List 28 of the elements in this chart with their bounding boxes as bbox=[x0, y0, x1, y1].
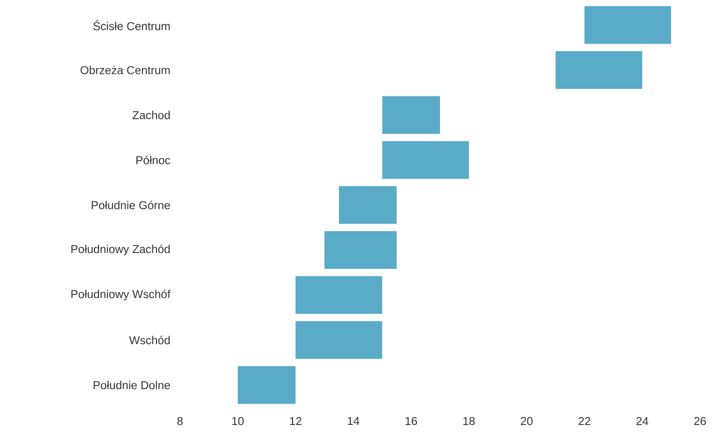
y-tick-label: Południe Dolne bbox=[94, 380, 170, 390]
bar bbox=[382, 141, 469, 179]
bar bbox=[556, 51, 642, 89]
y-tick-label: Obrzeża Centrum bbox=[80, 66, 170, 74]
x-tick-label: 10 bbox=[232, 417, 244, 426]
y-tick-label: Południe Górne bbox=[92, 200, 170, 210]
bar bbox=[584, 6, 672, 44]
x-tick-label: 12 bbox=[290, 417, 302, 426]
bar bbox=[296, 321, 382, 359]
y-tick-label: Północ bbox=[136, 156, 170, 164]
x-tick-label: 14 bbox=[348, 417, 360, 425]
x-tick-label: 22 bbox=[578, 417, 590, 426]
x-tick-label: 20 bbox=[520, 417, 533, 426]
y-tick-label: Ścisłe Centrum bbox=[93, 20, 170, 30]
x-tick-label: 8 bbox=[177, 417, 183, 426]
y-tick-label: Południowy Wschóf bbox=[71, 290, 170, 300]
bar bbox=[296, 276, 382, 314]
bar bbox=[324, 231, 397, 269]
x-tick-label: 24 bbox=[636, 417, 648, 426]
y-tick-label: Południowy Zachód bbox=[71, 244, 170, 256]
x-tick-label: 26 bbox=[694, 417, 706, 426]
x-tick-label: 18 bbox=[463, 417, 475, 426]
bar bbox=[338, 186, 397, 224]
y-tick-label: Zachod bbox=[132, 110, 170, 120]
bar bbox=[382, 96, 440, 134]
bar bbox=[238, 366, 296, 404]
x-tick-label: 16 bbox=[406, 417, 417, 426]
y-tick-label: Wschód bbox=[129, 336, 170, 344]
